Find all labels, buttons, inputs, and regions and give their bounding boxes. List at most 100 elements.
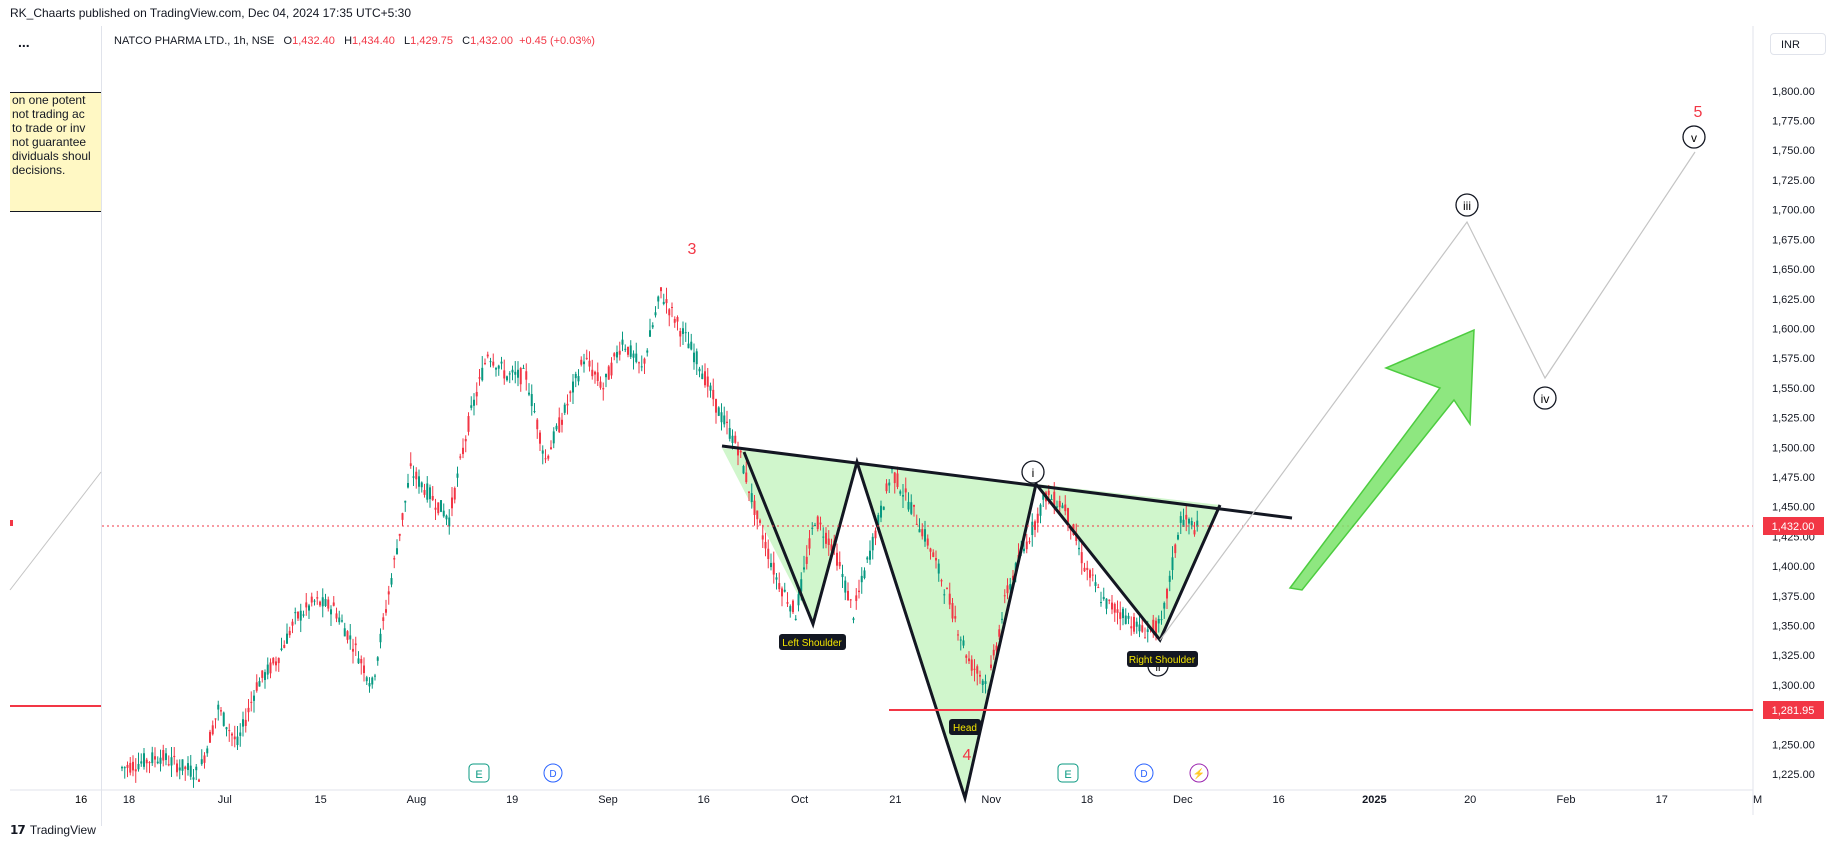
candle-body <box>228 730 231 732</box>
candle-body <box>151 752 154 764</box>
candle-body <box>497 365 500 369</box>
candle-body <box>574 373 577 379</box>
candle-body <box>580 359 583 365</box>
candle-body <box>591 369 594 377</box>
candle-body <box>486 354 489 357</box>
candle-body <box>1061 505 1064 509</box>
candle-body <box>1039 504 1042 516</box>
candle-body <box>277 658 280 664</box>
candle-body <box>572 381 574 393</box>
candle-body <box>481 367 484 381</box>
candle-body <box>745 472 748 483</box>
close-label: C <box>462 35 471 47</box>
time-tick-label: 21 <box>889 794 901 806</box>
price-tick-label: 1,225.00 <box>1772 769 1815 781</box>
split-event-icon[interactable]: ⚡ <box>1189 763 1209 783</box>
candle-body <box>1168 575 1171 582</box>
candle-body <box>1177 534 1179 540</box>
candle-body <box>233 736 236 740</box>
earnings-event-icon[interactable]: E <box>1057 763 1079 783</box>
price-tick-label: 1,650.00 <box>1772 264 1815 276</box>
candle-body <box>332 602 335 606</box>
candle-body <box>321 597 324 607</box>
svg-text:iii: iii <box>1463 199 1471 213</box>
candle-body <box>643 358 646 364</box>
candle-body <box>437 502 440 514</box>
candle-body <box>376 657 379 661</box>
candle-body <box>1001 618 1003 620</box>
candle-body <box>514 371 517 375</box>
candle-body <box>767 548 770 560</box>
candle-body <box>847 590 849 601</box>
candle-body <box>1193 530 1196 535</box>
candle-body <box>506 376 508 381</box>
candle-body <box>638 362 640 364</box>
price-tick-label: 1,375.00 <box>1772 591 1815 603</box>
candle-body <box>935 558 937 561</box>
candle-body <box>605 373 607 378</box>
candle-body <box>651 325 654 328</box>
candle-body <box>170 757 173 766</box>
disclaimer-line: on one potent <box>12 93 86 107</box>
candle-body <box>957 634 959 636</box>
candle-body <box>231 733 233 736</box>
candle-body <box>145 759 148 764</box>
dividend-event-icon[interactable]: D <box>543 763 563 783</box>
candle-body <box>819 522 822 525</box>
candle-body <box>679 330 682 337</box>
candle-body <box>1042 494 1045 500</box>
neckline[interactable] <box>721 444 1293 520</box>
candle-body <box>379 633 382 643</box>
candle-body <box>396 548 398 555</box>
price-tick-label: 1,575.00 <box>1772 353 1815 365</box>
candle-body <box>627 346 629 355</box>
candle-body <box>684 332 687 334</box>
candle-body <box>797 594 800 606</box>
time-tick-label: M <box>1753 794 1762 806</box>
candle-body <box>844 580 847 593</box>
candle-body <box>508 373 511 375</box>
candle-body <box>899 491 902 494</box>
candle-body <box>715 399 717 413</box>
candle-body <box>781 588 783 597</box>
candle-body <box>998 629 1001 637</box>
candle-body <box>478 377 481 379</box>
candle-body <box>310 596 313 603</box>
candle-body <box>555 425 558 430</box>
more-options-button[interactable]: ... <box>18 34 30 50</box>
time-tick-label: Nov <box>981 794 1001 806</box>
svg-text:D: D <box>1140 769 1147 780</box>
earnings-event-icon[interactable]: E <box>468 763 490 783</box>
currency-button[interactable]: INR <box>1770 33 1826 55</box>
candle-body <box>398 533 401 536</box>
candle-body <box>121 767 123 769</box>
candle-body <box>255 682 258 691</box>
price-tick-label: 1,750.00 <box>1772 145 1815 157</box>
disclaimer-line: not trading ac <box>12 107 85 121</box>
time-tick-label: Sep <box>598 794 618 806</box>
dividend-event-icon[interactable]: D <box>1134 763 1154 783</box>
candle-body <box>176 763 178 773</box>
candle-body <box>849 599 852 601</box>
price-tick-label: 1,725.00 <box>1772 175 1815 187</box>
candle-body <box>1182 519 1185 527</box>
disclaimer-line: to trade or inv <box>12 121 86 135</box>
svg-text:Right Shoulder: Right Shoulder <box>1129 655 1196 666</box>
candle-body <box>1157 618 1160 624</box>
disclaimer-line: decisions. <box>12 163 66 177</box>
candle-body <box>126 764 129 768</box>
candle-body <box>346 631 349 640</box>
symbol-legend[interactable]: NATCO PHARMA LTD., 1h, NSE O1,432.40 H1,… <box>114 35 595 47</box>
candle-body <box>750 493 753 502</box>
candle-body <box>995 645 998 651</box>
candle-body <box>695 351 698 365</box>
candle-body <box>473 399 475 406</box>
candle-body <box>341 620 343 622</box>
disclaimer-note: on one potent not trading ac to trade or… <box>10 92 101 212</box>
candle-body <box>693 352 695 363</box>
candle-body <box>528 392 530 395</box>
tradingview-footer[interactable]: 𝟭𝟳 TradingView <box>10 823 96 837</box>
candle-body <box>863 570 866 579</box>
price-tick-label: 1,500.00 <box>1772 442 1815 454</box>
